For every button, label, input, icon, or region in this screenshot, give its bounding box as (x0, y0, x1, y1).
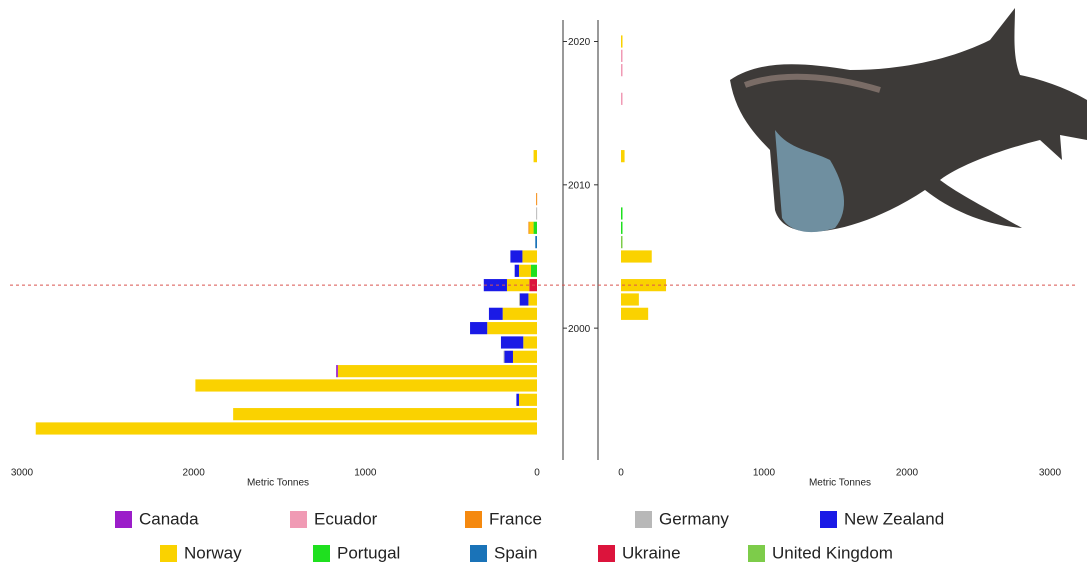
bar (529, 221, 534, 234)
x-tick-label: 1000 (753, 468, 776, 479)
x-tick-label: 0 (534, 468, 540, 479)
legend-swatch (470, 545, 487, 562)
bar (510, 250, 523, 263)
x-tick-label: 0 (618, 468, 624, 479)
bar (621, 293, 639, 306)
bar (621, 150, 625, 163)
bar (518, 393, 537, 406)
x-tick-label: 3000 (11, 468, 34, 479)
legend-label: Ecuador (314, 509, 378, 528)
shark-image (730, 8, 1087, 233)
bar (195, 379, 537, 392)
bar (504, 350, 513, 363)
bar (621, 279, 667, 292)
bar (528, 221, 530, 234)
bar (337, 365, 537, 378)
bar (336, 365, 338, 378)
x-axis-label: Metric Tonnes (809, 478, 871, 489)
bar (621, 35, 623, 48)
bar (522, 250, 537, 263)
legend-swatch (635, 511, 652, 528)
bar (35, 422, 537, 435)
bar (621, 221, 623, 234)
x-axis-label: Metric Tonnes (247, 478, 309, 489)
bar (621, 92, 623, 105)
x-tick-label: 3000 (1039, 468, 1062, 479)
bar (506, 279, 530, 292)
y-tick-label: 2000 (568, 324, 591, 335)
bar (500, 336, 524, 349)
legend-swatch (748, 545, 765, 562)
legend-label: New Zealand (844, 509, 944, 528)
bar (533, 221, 537, 234)
bar (502, 307, 537, 320)
y-tick-label: 2020 (568, 37, 591, 48)
bar (621, 250, 652, 263)
bar (519, 293, 529, 306)
bar (536, 193, 538, 206)
bar (621, 49, 623, 62)
bar (233, 408, 537, 421)
bar (512, 350, 537, 363)
legend-swatch (115, 511, 132, 528)
legend-label: Canada (139, 509, 199, 528)
bar (523, 336, 537, 349)
legend-label: Portugal (337, 543, 400, 562)
legend-label: Norway (184, 543, 242, 562)
bar (514, 264, 519, 277)
legend-swatch (160, 545, 177, 562)
bar (621, 236, 623, 249)
bar (488, 307, 503, 320)
bar (487, 322, 537, 335)
bar (530, 264, 537, 277)
y-tick-label: 2010 (568, 180, 591, 191)
bar (621, 307, 649, 320)
bar (483, 279, 507, 292)
legend-label: Germany (659, 509, 729, 528)
bar (518, 293, 520, 306)
bar (535, 236, 537, 249)
bar (518, 264, 531, 277)
bar (470, 322, 488, 335)
legend-swatch (465, 511, 482, 528)
legend-swatch (313, 545, 330, 562)
legend-swatch (820, 511, 837, 528)
x-tick-label: 2000 (183, 468, 206, 479)
legend-swatch (290, 511, 307, 528)
legend-label: France (489, 509, 542, 528)
legend-swatch (598, 545, 615, 562)
bar (621, 207, 623, 220)
x-tick-label: 2000 (896, 468, 919, 479)
legend-label: United Kingdom (772, 543, 893, 562)
x-tick-label: 1000 (354, 468, 377, 479)
bar (516, 393, 519, 406)
bar (621, 64, 623, 77)
bar (528, 293, 537, 306)
bar (533, 150, 537, 163)
bar (503, 350, 505, 363)
legend-label: Spain (494, 543, 537, 562)
legend-label: Ukraine (622, 543, 681, 562)
bar (536, 207, 538, 220)
